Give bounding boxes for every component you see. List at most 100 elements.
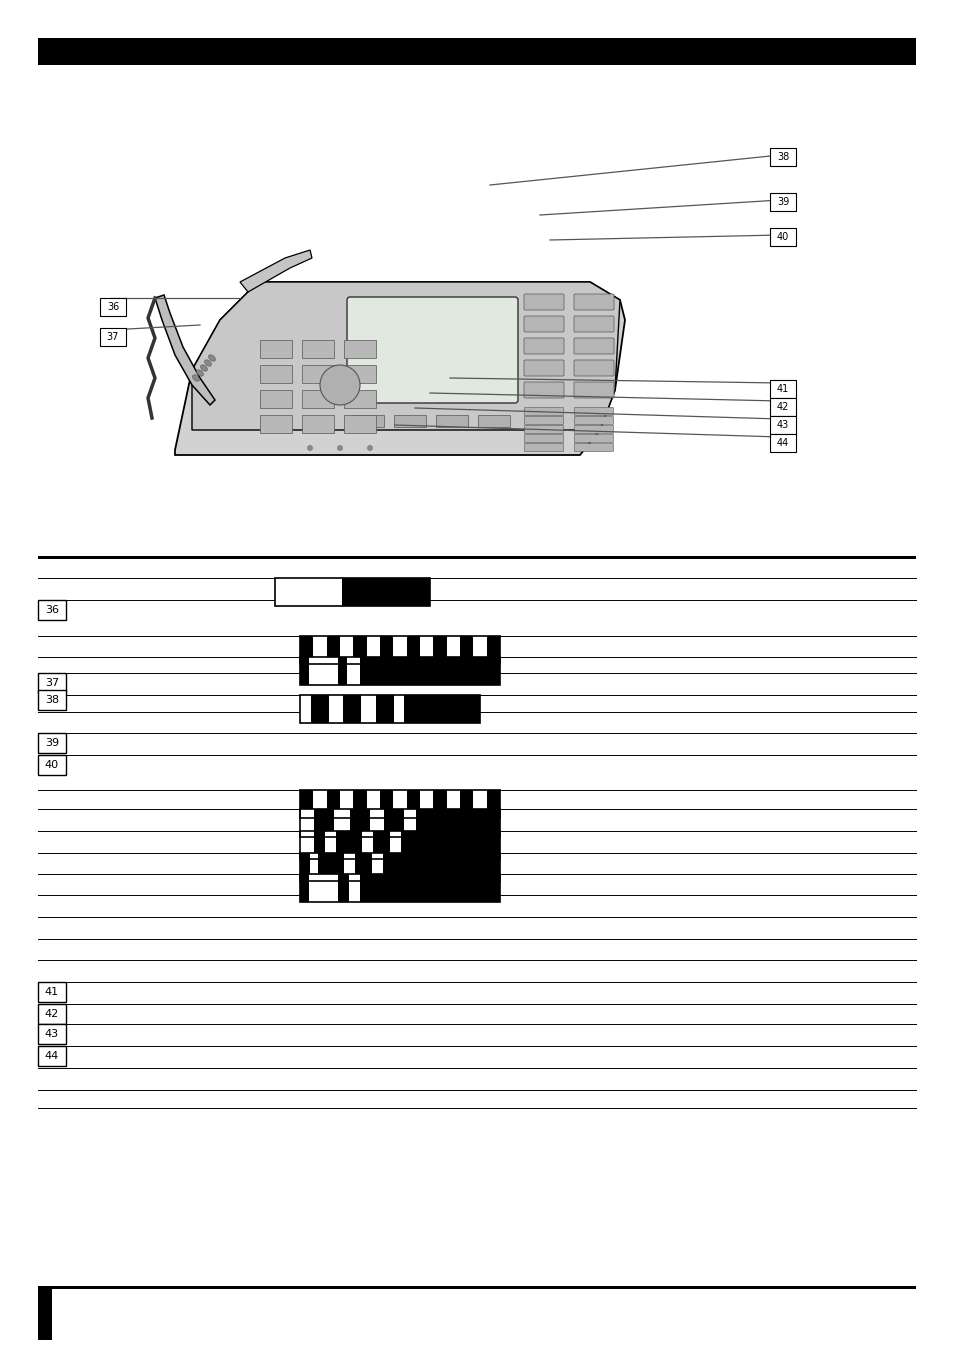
FancyBboxPatch shape xyxy=(574,416,613,425)
Bar xyxy=(299,635,499,664)
Bar xyxy=(38,600,66,621)
Circle shape xyxy=(336,445,343,452)
Bar xyxy=(343,695,361,723)
Bar xyxy=(38,673,66,694)
Circle shape xyxy=(307,445,313,452)
Bar xyxy=(344,339,375,358)
Bar xyxy=(329,695,343,723)
Bar xyxy=(769,228,795,246)
Bar xyxy=(375,695,394,723)
Bar xyxy=(38,733,66,753)
Bar xyxy=(394,695,404,723)
Bar xyxy=(477,415,510,427)
FancyBboxPatch shape xyxy=(523,360,563,376)
Bar xyxy=(347,657,359,685)
Bar xyxy=(436,415,468,427)
Bar xyxy=(299,873,309,902)
Bar xyxy=(416,808,499,837)
Bar xyxy=(310,853,317,882)
Bar xyxy=(335,831,361,859)
FancyBboxPatch shape xyxy=(524,426,563,434)
Bar xyxy=(339,635,353,664)
Bar xyxy=(344,415,375,433)
FancyBboxPatch shape xyxy=(574,434,613,442)
Bar xyxy=(473,635,486,664)
Text: 42: 42 xyxy=(45,1009,59,1019)
Bar xyxy=(370,808,384,837)
Bar xyxy=(325,831,335,859)
Bar xyxy=(38,1046,66,1065)
Bar xyxy=(299,873,499,902)
Bar xyxy=(274,579,430,606)
Bar xyxy=(302,365,334,383)
Bar xyxy=(366,790,379,818)
Bar xyxy=(341,579,430,606)
Text: 36: 36 xyxy=(107,301,119,312)
Bar xyxy=(393,790,406,818)
Bar xyxy=(299,790,313,818)
Bar xyxy=(349,873,359,902)
Bar xyxy=(486,635,499,664)
Bar xyxy=(299,853,310,882)
Bar xyxy=(366,635,379,664)
Bar xyxy=(314,635,326,664)
Bar xyxy=(309,873,337,902)
FancyBboxPatch shape xyxy=(574,360,614,376)
Bar xyxy=(382,853,499,882)
Bar xyxy=(769,434,795,452)
Ellipse shape xyxy=(196,370,203,376)
Bar xyxy=(419,790,433,818)
Bar xyxy=(459,635,473,664)
Text: 36: 36 xyxy=(45,604,59,615)
Circle shape xyxy=(367,445,373,452)
Bar xyxy=(344,389,375,408)
Bar xyxy=(372,853,382,882)
Bar xyxy=(38,1023,66,1044)
FancyBboxPatch shape xyxy=(574,316,614,333)
Bar xyxy=(317,853,344,882)
FancyBboxPatch shape xyxy=(524,443,563,452)
Bar xyxy=(400,831,499,859)
Bar xyxy=(260,339,292,358)
FancyBboxPatch shape xyxy=(523,338,563,354)
Bar xyxy=(299,790,499,818)
Bar xyxy=(326,635,339,664)
Bar xyxy=(260,365,292,383)
Bar xyxy=(38,1286,915,1288)
FancyBboxPatch shape xyxy=(574,407,613,415)
Polygon shape xyxy=(174,283,624,456)
Bar xyxy=(100,329,126,346)
FancyBboxPatch shape xyxy=(523,293,563,310)
Bar xyxy=(302,389,334,408)
Bar xyxy=(394,415,426,427)
Bar xyxy=(355,853,372,882)
FancyBboxPatch shape xyxy=(574,293,614,310)
Ellipse shape xyxy=(204,360,212,366)
Bar xyxy=(446,790,459,818)
Bar xyxy=(406,790,419,818)
Bar xyxy=(353,635,366,664)
Bar xyxy=(302,415,334,433)
Bar xyxy=(419,635,433,664)
Bar xyxy=(344,853,355,882)
Bar xyxy=(299,695,479,723)
Polygon shape xyxy=(192,283,619,430)
Bar xyxy=(379,635,393,664)
Text: 40: 40 xyxy=(776,233,788,242)
Polygon shape xyxy=(154,295,214,406)
Text: 38: 38 xyxy=(776,151,788,162)
Text: 37: 37 xyxy=(45,677,59,688)
Bar xyxy=(769,380,795,397)
Ellipse shape xyxy=(200,365,207,372)
FancyBboxPatch shape xyxy=(524,434,563,442)
Bar xyxy=(38,982,66,1002)
FancyBboxPatch shape xyxy=(523,383,563,397)
Ellipse shape xyxy=(193,375,199,381)
Bar xyxy=(299,657,309,685)
Circle shape xyxy=(319,365,359,406)
Bar xyxy=(314,808,334,837)
Bar xyxy=(473,790,486,818)
Bar xyxy=(309,657,337,685)
Bar xyxy=(334,808,350,837)
Bar xyxy=(299,695,311,723)
